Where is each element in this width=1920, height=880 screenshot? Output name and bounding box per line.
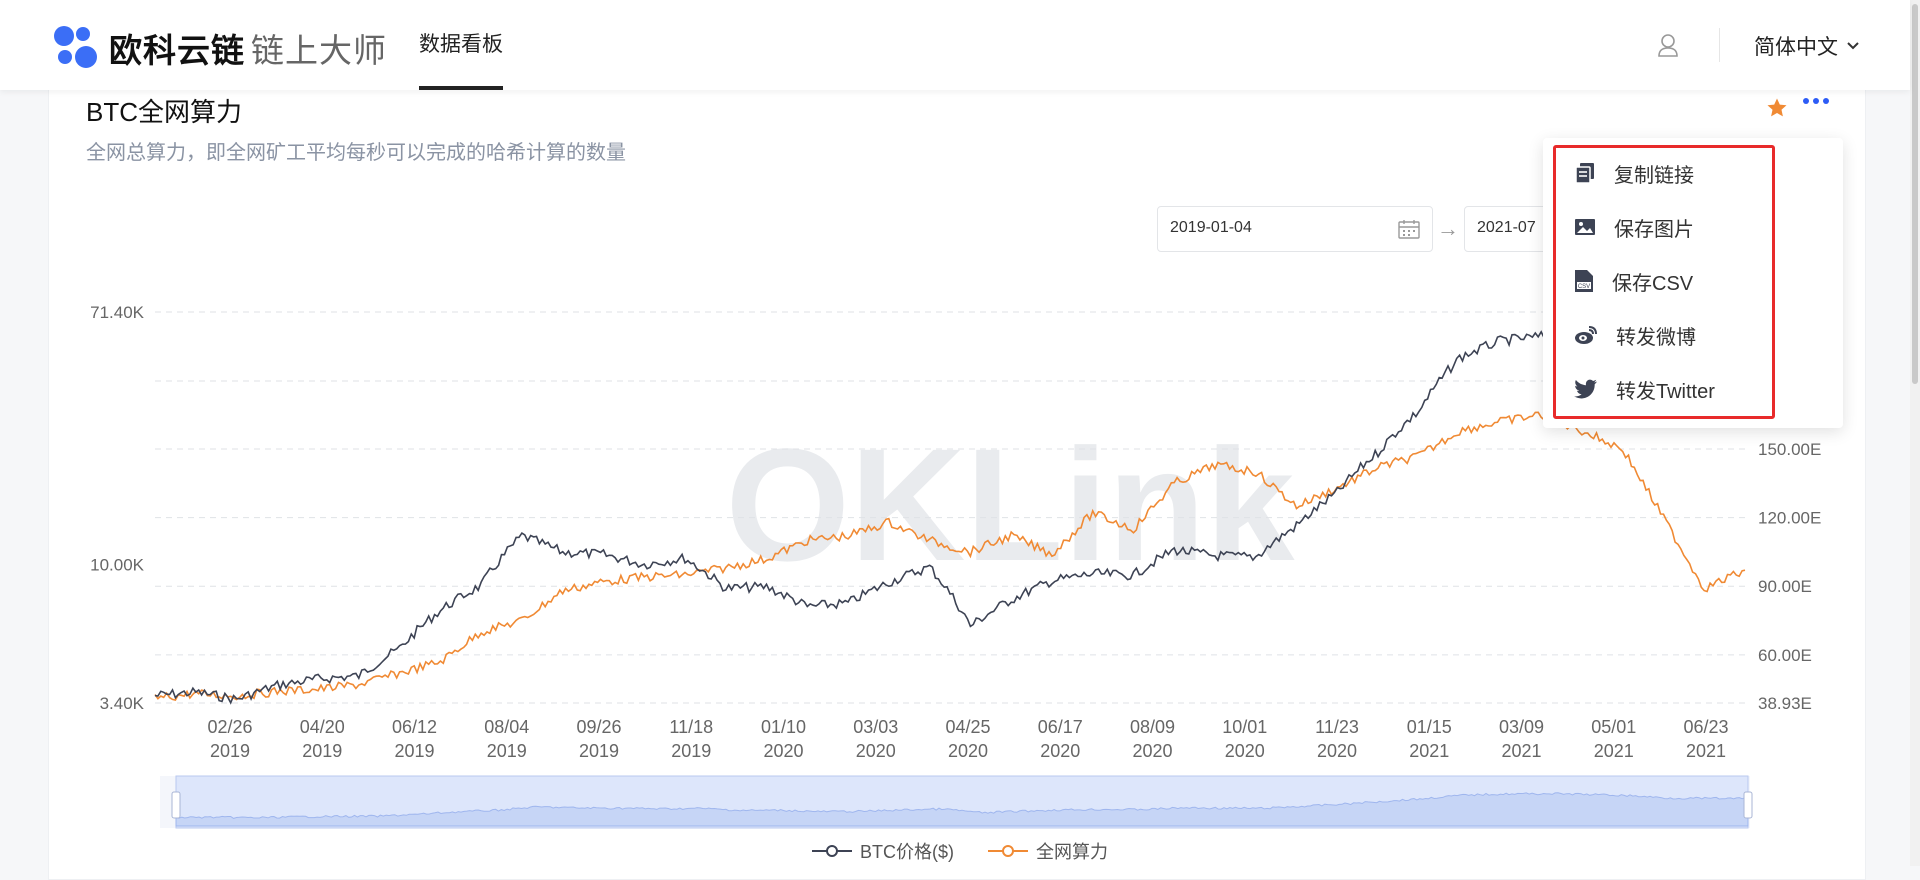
svg-text:CSV: CSV xyxy=(1578,284,1590,290)
logo-icon xyxy=(54,26,97,68)
brand-subtitle: 链上大师 xyxy=(251,32,387,69)
x-axis-tick-date: 02/26 xyxy=(207,717,252,737)
menu-item-copy-link-label: 复制链接 xyxy=(1614,164,1694,187)
legend-btc-marker-icon xyxy=(812,845,852,857)
x-axis-tick-date: 06/12 xyxy=(392,717,437,737)
page-scrollbar[interactable] xyxy=(1910,0,1920,866)
header-divider xyxy=(1719,28,1720,62)
menu-item-save-image-label: 保存图片 xyxy=(1614,218,1694,241)
x-axis-tick-date: 03/03 xyxy=(853,717,898,737)
menu-item-save-csv[interactable]: CSV 保存CSV xyxy=(1574,261,1693,301)
left-axis-tick-label: 3.40K xyxy=(100,694,145,713)
start-date-input[interactable]: 2019-01-04 xyxy=(1157,206,1433,252)
right-axis-tick-label: 120.00E xyxy=(1758,509,1821,528)
x-axis-tick-date: 01/10 xyxy=(761,717,806,737)
zoom-slider-right-handle[interactable] xyxy=(1743,791,1753,819)
legend-hashrate-label: 全网算力 xyxy=(1036,842,1108,862)
x-axis-tick-date: 06/23 xyxy=(1683,717,1728,737)
right-axis-tick-label: 150.00E xyxy=(1758,440,1821,459)
scrollbar-thumb[interactable] xyxy=(1912,4,1918,384)
x-axis-tick-date: 04/25 xyxy=(945,717,990,737)
right-axis-tick-label: 90.00E xyxy=(1758,577,1812,596)
x-axis-tick-year: 2020 xyxy=(1317,741,1357,761)
btc-price-series-line xyxy=(154,330,1746,705)
menu-item-save-image[interactable]: 保存图片 xyxy=(1574,207,1694,247)
image-icon xyxy=(1575,219,1595,235)
right-axis-tick-label: 38.93E xyxy=(1758,694,1812,713)
menu-item-share-weibo-label: 转发微博 xyxy=(1616,326,1696,349)
chevron-down-icon xyxy=(1847,42,1859,50)
calendar-icon xyxy=(1398,220,1420,239)
x-axis-tick-year: 2019 xyxy=(487,741,527,761)
end-date-value: 2021-07 xyxy=(1477,219,1536,236)
x-axis-tick-year: 2019 xyxy=(210,741,250,761)
twitter-icon xyxy=(1574,379,1597,399)
x-axis-tick-year: 2021 xyxy=(1594,741,1634,761)
legend-btc-label: BTC价格($) xyxy=(860,842,954,862)
x-axis-tick-date: 03/09 xyxy=(1499,717,1544,737)
x-axis-tick-year: 2020 xyxy=(1040,741,1080,761)
zoom-slider-left-handle[interactable] xyxy=(171,791,181,819)
x-axis-tick-date: 08/09 xyxy=(1130,717,1175,737)
legend-item-btc[interactable]: BTC价格($) xyxy=(812,838,954,864)
csv-icon: CSV xyxy=(1575,270,1593,292)
x-axis-tick-year: 2021 xyxy=(1501,741,1541,761)
more-options-icon[interactable] xyxy=(1803,98,1829,104)
chart-subtitle: 全网总算力，即全网矿工平均每秒可以完成的哈希计算的数量 xyxy=(86,142,626,164)
x-axis-tick-date: 09/26 xyxy=(576,717,621,737)
menu-item-copy-link[interactable]: 复制链接 xyxy=(1574,153,1694,193)
x-axis-tick-year: 2020 xyxy=(856,741,896,761)
x-axis-tick-date: 08/04 xyxy=(484,717,529,737)
x-axis-tick-date: 10/01 xyxy=(1222,717,1267,737)
start-date-value: 2019-01-04 xyxy=(1170,219,1252,236)
left-axis-tick-label: 71.40K xyxy=(90,303,145,322)
x-axis-tick-year: 2019 xyxy=(394,741,434,761)
x-axis-tick-year: 2019 xyxy=(671,741,711,761)
x-axis-tick-year: 2021 xyxy=(1686,741,1726,761)
x-axis-tick-year: 2020 xyxy=(1225,741,1265,761)
left-axis-tick-label: 10.00K xyxy=(90,555,145,574)
arrow-right-icon: → xyxy=(1437,216,1459,241)
top-navigation-bar: 欧科云链 链上大师 数据看板 简体中文 xyxy=(0,0,1910,90)
menu-item-share-weibo[interactable]: 转发微博 xyxy=(1574,315,1696,355)
brand-name: 欧科云链 xyxy=(109,32,245,69)
legend-hashrate-marker-icon xyxy=(988,845,1028,857)
copy-link-icon xyxy=(1575,163,1594,184)
x-axis-tick-date: 05/01 xyxy=(1591,717,1636,737)
x-axis-tick-year: 2019 xyxy=(579,741,619,761)
x-axis-tick-date: 06/17 xyxy=(1038,717,1083,737)
tab-data-dashboard[interactable]: 数据看板 xyxy=(419,33,503,56)
hashrate-series-line xyxy=(154,411,1746,702)
language-selector[interactable]: 简体中文 xyxy=(1754,31,1860,61)
chart-title: BTC全网算力 xyxy=(86,97,243,127)
x-axis-tick-year: 2019 xyxy=(302,741,342,761)
x-axis-tick-date: 11/18 xyxy=(669,717,713,737)
favorite-star-icon[interactable] xyxy=(1766,97,1788,124)
x-axis-tick-year: 2020 xyxy=(948,741,988,761)
language-label: 简体中文 xyxy=(1754,36,1838,59)
watermark: OKLink xyxy=(726,415,1296,594)
right-axis-tick-label: 60.00E xyxy=(1758,646,1812,665)
menu-item-save-csv-label: 保存CSV xyxy=(1612,272,1694,295)
logo[interactable]: 欧科云链 链上大师 xyxy=(53,24,387,72)
user-icon[interactable] xyxy=(1657,34,1679,63)
menu-item-share-twitter[interactable]: 转发Twitter xyxy=(1574,369,1715,409)
x-axis-tick-date: 04/20 xyxy=(300,717,345,737)
menu-item-share-twitter-label: 转发Twitter xyxy=(1616,380,1715,403)
x-axis-tick-year: 2020 xyxy=(1132,741,1172,761)
zoom-slider-preview-line xyxy=(175,792,1749,827)
x-axis-tick-date: 11/23 xyxy=(1315,717,1359,737)
active-tab-indicator xyxy=(419,86,503,90)
x-axis-tick-year: 2020 xyxy=(763,741,803,761)
x-axis-tick-date: 01/15 xyxy=(1407,717,1452,737)
weibo-icon xyxy=(1575,326,1597,344)
x-axis-tick-year: 2021 xyxy=(1409,741,1449,761)
legend-item-hashrate[interactable]: 全网算力 xyxy=(988,838,1108,864)
